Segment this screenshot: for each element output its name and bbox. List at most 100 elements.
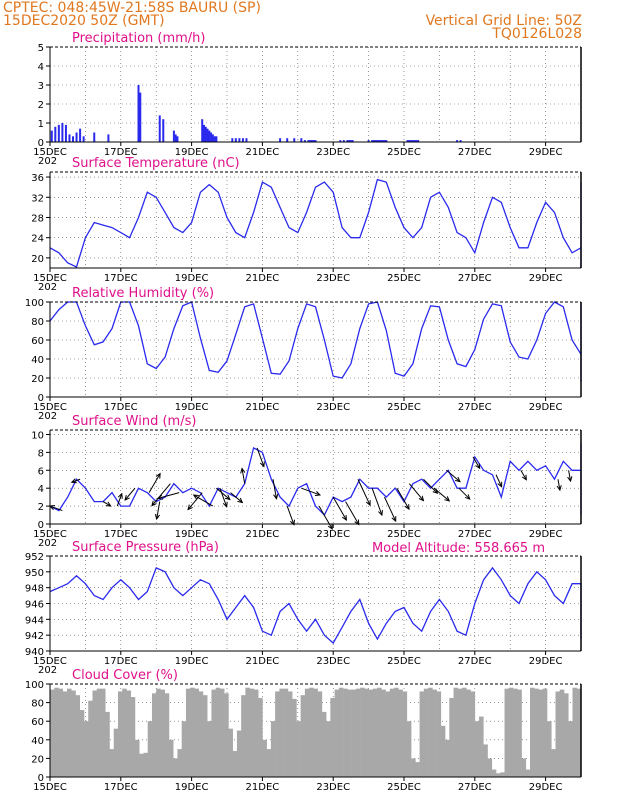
- cloud-cover-column: [236, 730, 242, 777]
- wind-ytick-label: 10: [31, 430, 44, 441]
- temperature-xtick-label: 29DEC: [529, 273, 563, 284]
- wind-arrow-shaft: [71, 478, 81, 483]
- wind-arrow-head: [117, 492, 123, 499]
- cloud-cover-column: [287, 691, 293, 777]
- wind-arrow-shaft: [357, 479, 371, 506]
- precipitation-bar: [406, 140, 409, 142]
- pressure-ytick-label: 940: [25, 647, 44, 658]
- cloud-cover-panel: 0 20 40 60 80 100 15DEC 17DEC 19DEC 21DEC 23DEC 25D…: [25, 680, 582, 793]
- humidity-ytick-label: 0: [38, 393, 44, 404]
- cloud-cover-column: [419, 691, 425, 777]
- precipitation-bar: [339, 140, 342, 142]
- wind-arrow-shaft: [520, 470, 527, 481]
- precipitation-bar: [208, 130, 211, 142]
- cloud-cover-column: [496, 773, 501, 777]
- wind-arrow-head: [240, 467, 246, 474]
- pressure-ytick-label: 950: [25, 568, 44, 579]
- cloud-cover-column: [525, 769, 531, 777]
- cloud-cover-column: [279, 688, 284, 777]
- humidity-xtick-label: 19DEC: [175, 402, 209, 413]
- wind-arrow-head: [154, 514, 161, 521]
- cloud-cover-column: [275, 691, 280, 777]
- precipitation-bar: [211, 134, 214, 142]
- cloud-cover-column: [449, 697, 454, 777]
- wind-arrow-shaft: [230, 492, 243, 503]
- wind-arrow-head: [259, 461, 265, 468]
- precipitation-bar: [107, 134, 110, 142]
- wind-arrow-head: [475, 463, 481, 470]
- cloud-cover-column: [219, 688, 225, 777]
- wind-arrow-head: [521, 474, 527, 481]
- precipitation-bar: [72, 136, 75, 142]
- pressure-xtick-label: 25DEC: [387, 656, 421, 667]
- precipitation-bar: [210, 132, 213, 142]
- cloud-cover-column: [270, 721, 276, 777]
- wind-arrow-head: [314, 491, 322, 496]
- cloud-cover-column: [483, 744, 488, 777]
- precipitation-bar: [64, 124, 67, 142]
- temperature-series-line: [49, 178, 582, 268]
- precipitation-bar: [367, 140, 370, 142]
- temperature-xtick-label: 19DEC: [175, 273, 209, 284]
- precipitation-ytick-label: 5: [38, 43, 44, 54]
- cloud-cover-column: [105, 711, 110, 777]
- cloud-cover-column: [139, 753, 144, 777]
- humidity-ytick-label: 60: [31, 336, 44, 347]
- wind-arrow-shaft: [557, 479, 561, 491]
- wind-year-label: 202: [38, 538, 57, 549]
- precipitation-bar: [158, 115, 161, 142]
- precipitation-bar: [351, 140, 354, 142]
- cloud-cover-column: [54, 687, 59, 777]
- precipitation-bar: [75, 132, 78, 142]
- cloud-cover-column: [224, 693, 229, 777]
- cloud-cover-column: [385, 691, 391, 777]
- precipitation-xtick-label: 23DEC: [316, 147, 350, 158]
- cloud-cover-column: [432, 689, 437, 777]
- cloud-cover-ytick-label: 0: [38, 773, 44, 784]
- precipitation-bar: [238, 138, 241, 142]
- wind-arrow-shaft: [384, 496, 397, 522]
- precipitation-bar: [162, 119, 165, 142]
- cloud-cover-xtick-label: 21DEC: [246, 782, 280, 793]
- temperature-ytick-label: 20: [31, 254, 44, 265]
- cloud-cover-column: [521, 758, 527, 777]
- cloud-cover-column: [173, 758, 178, 777]
- precipitation-bar: [279, 138, 282, 142]
- cloud-cover-column: [368, 689, 374, 777]
- grid-line-note: Vertical Grid Line: 50Z: [426, 13, 582, 29]
- cloud-cover-column: [160, 689, 165, 777]
- cloud-cover-column: [168, 739, 174, 777]
- wind-arrow-shaft: [241, 468, 246, 484]
- cloud-cover-column: [466, 689, 471, 777]
- temperature-ytick-label: 36: [31, 173, 44, 184]
- cloud-cover-column: [326, 721, 331, 777]
- cloud-cover-column: [207, 721, 212, 777]
- cloud-cover-xtick-label: 19DEC: [175, 782, 209, 793]
- wind-arrow-shaft: [151, 483, 171, 506]
- cloud-cover-column: [253, 689, 259, 777]
- cloud-cover-column: [88, 700, 93, 777]
- precipitation-bar: [79, 128, 82, 142]
- wind-arrow-head: [224, 494, 231, 501]
- wind-panel: 0 2 4 6 8 10 15DEC 17DEC 19DEC 21DEC 23DEC 25DEC 27D…: [31, 429, 582, 549]
- cloud-cover-column: [228, 728, 233, 777]
- precipitation-bar: [300, 138, 303, 142]
- cloud-cover-column: [75, 695, 81, 777]
- precipitation-bar: [408, 140, 411, 142]
- wind-arrow-head: [151, 500, 157, 507]
- pressure-ytick-label: 946: [25, 600, 44, 611]
- precipitation-ytick-label: 3: [38, 81, 44, 92]
- temperature-xtick-label: 27DEC: [458, 273, 492, 284]
- cloud-cover-column: [249, 688, 255, 777]
- wind-arrow-shaft: [219, 488, 228, 507]
- cloud-cover-column: [411, 758, 416, 777]
- wind-arrow-shaft: [157, 492, 180, 499]
- cloud-cover-column: [156, 688, 161, 777]
- precipitation-bar: [346, 140, 349, 142]
- precipitation-xtick-label: 25DEC: [387, 147, 421, 158]
- cloud-cover-column: [402, 691, 408, 777]
- cloud-cover-column: [96, 688, 102, 777]
- wind-arrow-shaft: [446, 469, 461, 482]
- forecast-date: 15DEC2020 50Z (GMT): [3, 13, 165, 29]
- cloud-cover-xtick-label: 23DEC: [316, 782, 350, 793]
